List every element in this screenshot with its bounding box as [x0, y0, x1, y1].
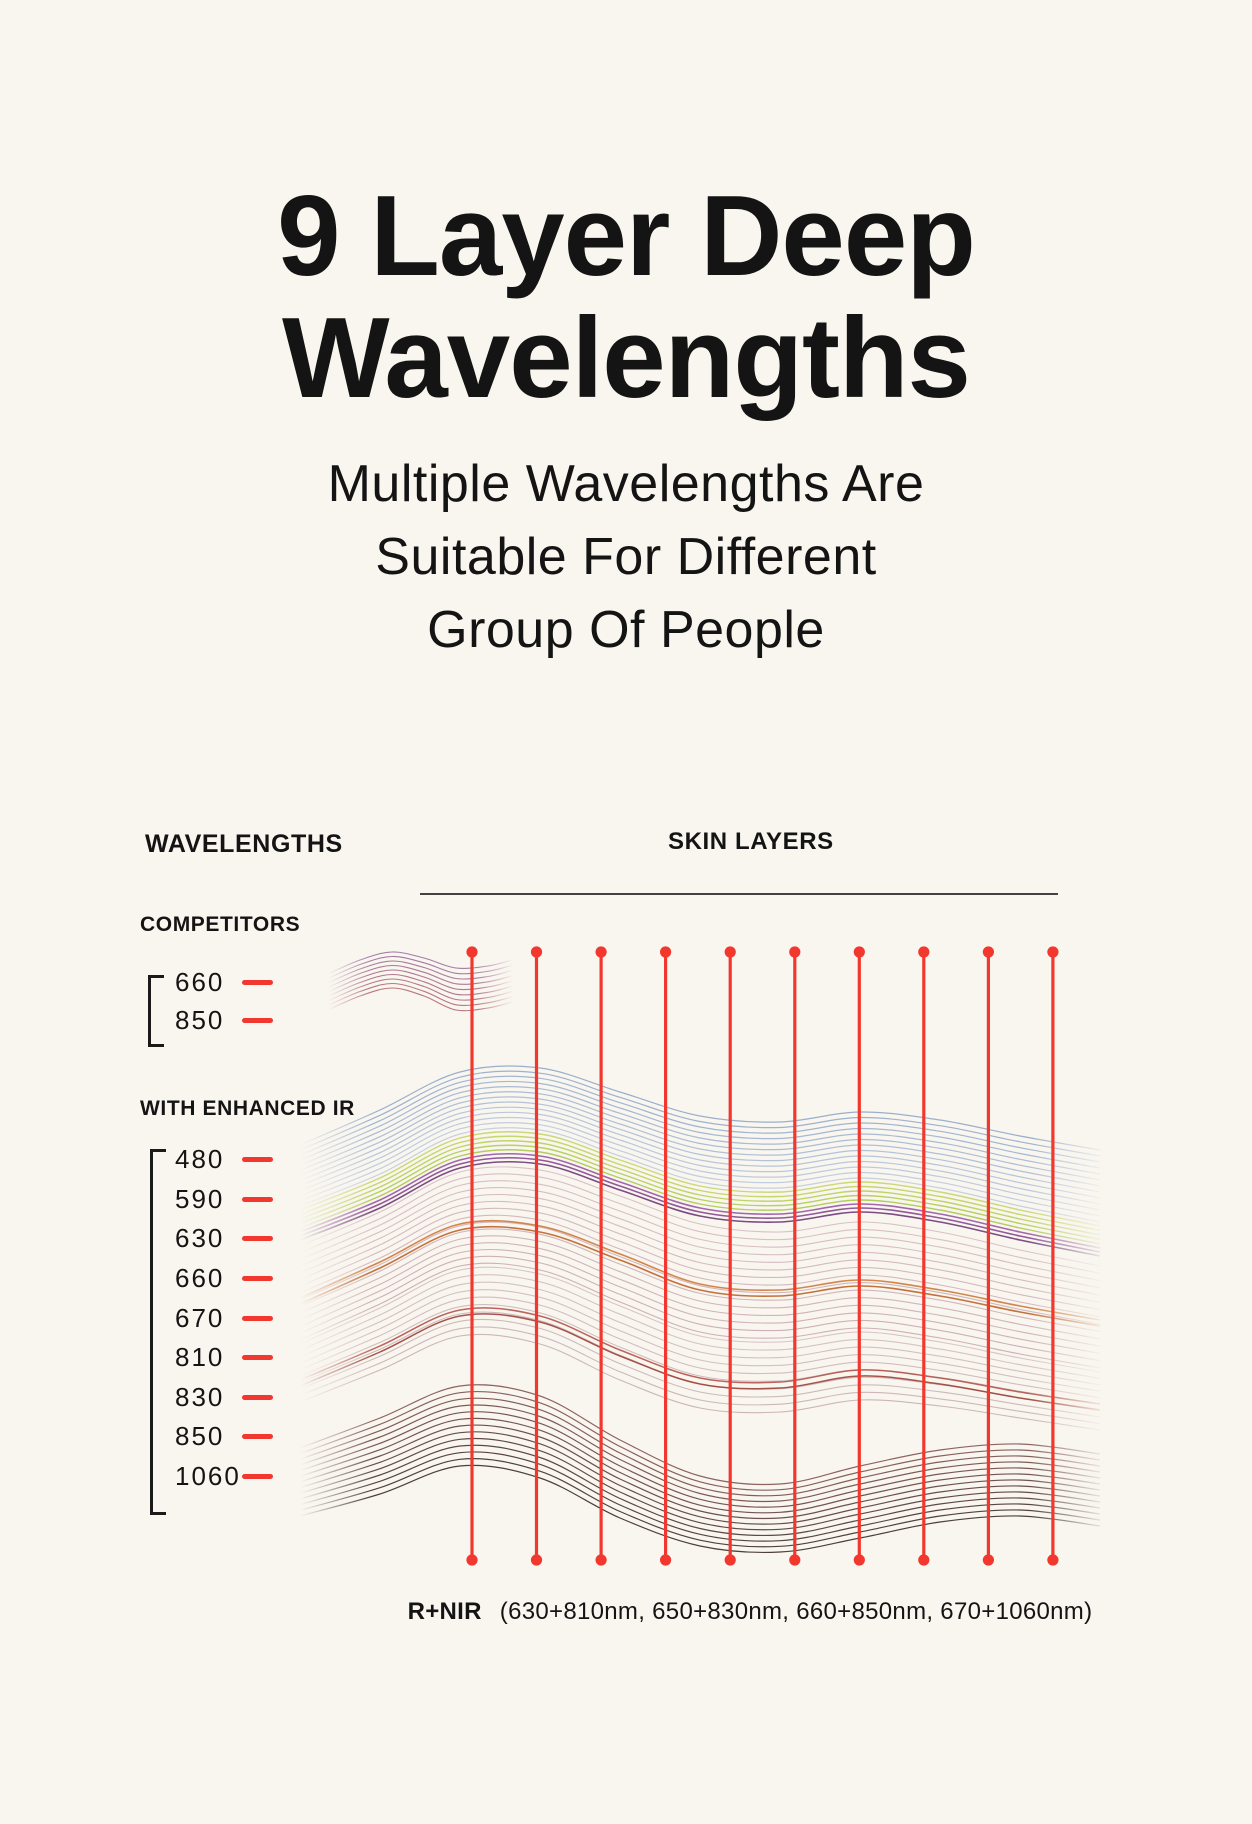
wavelength-dash-icon [242, 1276, 273, 1282]
wavelength-value: 670 [175, 1302, 225, 1333]
competitors-label: COMPETITORS [140, 913, 301, 936]
wavelength-value: 480 [175, 1144, 225, 1175]
wavelength-value: 1060 [175, 1461, 241, 1492]
wavelength-value: 630 [175, 1223, 225, 1254]
wavelength-value: 660 [175, 1263, 225, 1294]
depth-marker-lines [466, 946, 1059, 1566]
wavelength-value: 850 [175, 1004, 225, 1035]
competitors-wavelength-list: 660 850 [175, 963, 273, 1039]
subtitle-line-2: Suitable For Different [375, 528, 877, 586]
skin-layers-rule [420, 893, 1058, 896]
wavelength-dash-icon [242, 1236, 273, 1242]
caption-detail: (630+810nm, 650+830nm, 660+850nm, 670+10… [499, 1598, 1093, 1625]
wavelength-dash-icon [242, 1355, 273, 1361]
page-title: 9 Layer Deep Wavelengths [0, 176, 1252, 420]
competitors-bracket [148, 975, 164, 1047]
wavelength-row: 1060 [175, 1457, 273, 1497]
wavelength-dash-icon [242, 1434, 273, 1440]
skin-layers-heading: SKIN LAYERS [668, 828, 834, 855]
wavelength-value: 810 [175, 1342, 225, 1373]
wavelength-dash-icon [242, 1394, 273, 1400]
title-line-2: Wavelengths [282, 295, 971, 422]
enhanced-ir-bracket [150, 1149, 166, 1515]
subtitle-line-3: Group Of People [427, 601, 825, 659]
skin-layers-wave-illustration [299, 1065, 1101, 1554]
diagram-caption: R+NIR (630+810nm, 650+830nm, 660+850nm, 6… [340, 1598, 1160, 1626]
enhanced-wavelength-list: 480 590 630 660 670 810 830 850 [175, 1140, 273, 1496]
wavelength-row: 630 [175, 1219, 273, 1259]
wavelength-row: 660 [175, 1259, 273, 1299]
title-line-1: 9 Layer Deep [277, 173, 976, 300]
wavelength-row: 810 [175, 1338, 273, 1378]
wavelength-row: 670 [175, 1298, 273, 1338]
wavelength-dash-icon [242, 1196, 273, 1202]
wavelength-row: 590 [175, 1180, 273, 1220]
wavelength-dash-icon [242, 1157, 273, 1163]
wavelengths-heading: WAVELENGTHS [145, 830, 343, 858]
wavelength-value: 830 [175, 1381, 225, 1412]
wavelength-value: 850 [175, 1421, 225, 1452]
wavelength-row: 480 [175, 1140, 273, 1180]
wavelength-row: 850 [175, 1417, 273, 1457]
page-subtitle: Multiple Wavelengths Are Suitable For Di… [0, 448, 1252, 667]
caption-prefix: R+NIR [407, 1598, 482, 1625]
wavelength-value: 660 [175, 966, 225, 997]
wavelength-row: 830 [175, 1378, 273, 1418]
wavelength-dash-icon [242, 1474, 273, 1480]
wavelength-dash-icon [242, 1315, 273, 1321]
wavelength-row: 850 [175, 1001, 273, 1039]
subtitle-line-1: Multiple Wavelengths Are [327, 455, 925, 513]
competitor-wave-illustration [327, 951, 513, 1012]
wavelength-row: 660 [175, 963, 273, 1001]
enhanced-ir-label: WITH ENHANCED IR [140, 1097, 355, 1120]
wavelength-value: 590 [175, 1183, 225, 1214]
wavelength-dash-icon [242, 979, 273, 985]
wavelength-dash-icon [242, 1017, 273, 1023]
